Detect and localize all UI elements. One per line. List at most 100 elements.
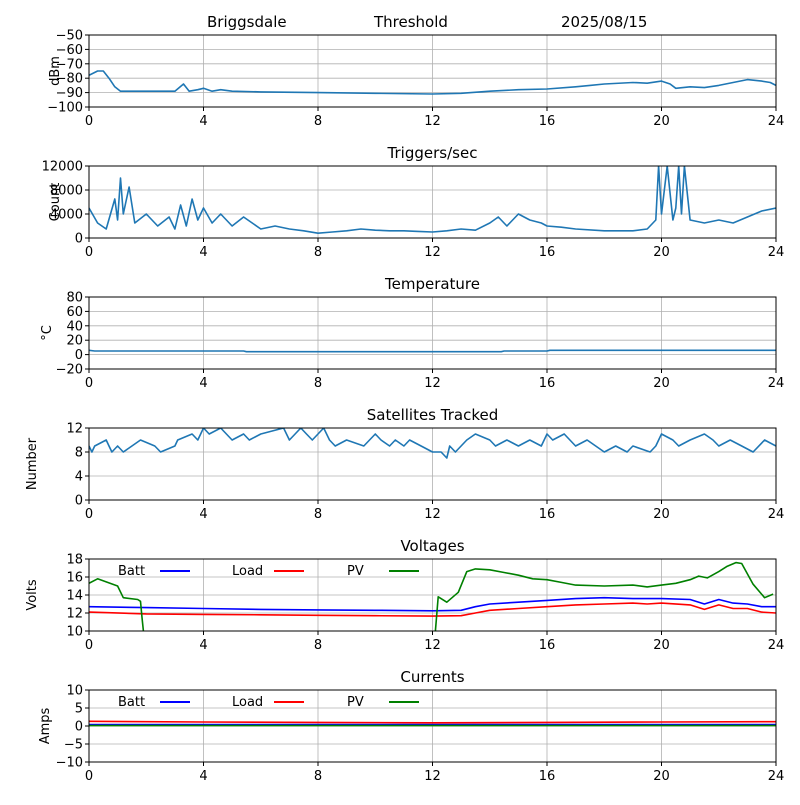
panel-1-xtick-label: 12 [424, 114, 441, 129]
panel-5-xtick-label: 24 [768, 638, 785, 653]
panel-1-xtick-label: 24 [768, 114, 785, 129]
panel-4-xtick-label: 12 [424, 507, 441, 522]
panel-1-ytick-label: −70 [56, 57, 83, 72]
panel-3-ytick-label: 0 [75, 348, 83, 363]
panel-3-title: Temperature [384, 275, 480, 293]
panel-2-ytick-label: 0 [75, 232, 83, 247]
panel-5-xtick-label: 16 [539, 638, 556, 653]
panel-6-xtick-label: 4 [199, 769, 207, 784]
panel-3-xtick-label: 16 [539, 376, 556, 391]
panel-4-xtick-label: 24 [768, 507, 785, 522]
panel-4-xtick-label: 0 [85, 507, 93, 522]
panel-3-series-line [89, 349, 776, 353]
panel-5-xtick-label: 12 [424, 638, 441, 653]
panel-2-ytick-label: 4000 [50, 208, 83, 223]
panel-5-series-load [89, 602, 776, 617]
panel-6-ytick-label: 5 [75, 702, 83, 717]
panel-5-ylabel: Volts [25, 579, 40, 611]
panel-4-ylabel: Number [25, 437, 40, 490]
panel-2-series-line [89, 166, 776, 234]
panel-1-ytick-label: −90 [56, 86, 83, 101]
panel-5-ytick-label: 10 [66, 625, 83, 640]
panel-5-legend-label: Load [232, 564, 263, 579]
panel-2-xtick-label: 0 [85, 245, 93, 260]
panel-1-xtick-label: 16 [539, 114, 556, 129]
panel-6-legend-label: PV [347, 695, 364, 710]
panel-3-xtick-label: 24 [768, 376, 785, 391]
panel-3-ylabel: °C [40, 325, 55, 341]
panel-5-ytick-label: 18 [66, 553, 83, 568]
panel-4-xtick-label: 8 [314, 507, 322, 522]
panel-1-ytick-label: −60 [56, 43, 83, 58]
panel-6-ytick-label: −10 [56, 756, 83, 771]
panel-6-legend-label: Load [232, 695, 263, 710]
panel-2-title: Triggers/sec [387, 144, 478, 162]
panel-1-ytick-label: −100 [47, 101, 83, 116]
panel-5-ytick-label: 12 [66, 607, 83, 622]
panel-3-xtick-label: 0 [85, 376, 93, 391]
panel-1-ytick-label: −50 [56, 29, 83, 44]
panel-4-title: Satellites Tracked [367, 406, 498, 424]
panel-5-xtick-label: 20 [653, 638, 670, 653]
panel-2-ylabel: Count [48, 183, 63, 222]
panel-2-xtick-label: 24 [768, 245, 785, 260]
panel-1-xtick-label: 20 [653, 114, 670, 129]
panel-1-ytick-label: −80 [56, 72, 83, 87]
panel-5-legend-label: Batt [118, 564, 145, 579]
panel-4-xtick-label: 16 [539, 507, 556, 522]
panel-4-xtick-label: 20 [653, 507, 670, 522]
panel-5-ytick-label: 16 [66, 571, 83, 586]
panel-5-title: Voltages [400, 537, 464, 555]
panel-5-xtick-label: 4 [199, 638, 207, 653]
header-station: Briggsdale [207, 13, 287, 31]
panel-5-series-pv [89, 561, 774, 631]
panel-4-ytick-label: 8 [75, 446, 83, 461]
panel-6-xtick-label: 12 [424, 769, 441, 784]
panel-5-ytick-label: 14 [66, 589, 83, 604]
panel-1-xtick-label: 0 [85, 114, 93, 129]
panel-3-xtick-label: 4 [199, 376, 207, 391]
panel-2-xtick-label: 16 [539, 245, 556, 260]
panel-3-xtick-label: 12 [424, 376, 441, 391]
panel-2-ytick-label: 8000 [50, 184, 83, 199]
panel-4-ytick-label: 0 [75, 494, 83, 509]
panel-6-title: Currents [400, 668, 464, 686]
panel-2-xtick-label: 20 [653, 245, 670, 260]
panel-2-xtick-label: 12 [424, 245, 441, 260]
panel-2-xtick-label: 4 [199, 245, 207, 260]
panel-4-series-line [89, 428, 776, 459]
panel-6-xtick-label: 20 [653, 769, 670, 784]
panel-6-ytick-label: 0 [75, 720, 83, 735]
panel-6-ytick-label: 10 [66, 684, 83, 699]
panel-3-ytick-label: 40 [66, 319, 83, 334]
panel-1-ylabel: dBm [48, 56, 63, 86]
panel-6-xtick-label: 8 [314, 769, 322, 784]
panel-6-xtick-label: 0 [85, 769, 93, 784]
panel-6-xtick-label: 16 [539, 769, 556, 784]
panel-5-series-batt [89, 596, 776, 612]
panel-4-ytick-label: 4 [75, 470, 83, 485]
panel-2-ytick-label: 12000 [42, 160, 83, 175]
panel-1-series-line [89, 70, 776, 95]
panel-6-ytick-label: −5 [64, 738, 83, 753]
panel-6-ylabel: Amps [38, 707, 53, 744]
panel-3-ytick-label: −20 [56, 363, 83, 378]
panel-4-xtick-label: 4 [199, 507, 207, 522]
panel-6-legend-label: Batt [118, 695, 145, 710]
header-subtitle: Threshold [373, 13, 448, 31]
panel-3-xtick-label: 8 [314, 376, 322, 391]
panel-3-ytick-label: 60 [66, 305, 83, 320]
panel-1-xtick-label: 8 [314, 114, 322, 129]
panel-1-xtick-label: 4 [199, 114, 207, 129]
header-date: 2025/08/15 [561, 13, 647, 31]
panel-3-xtick-label: 20 [653, 376, 670, 391]
panel-4-ytick-label: 12 [66, 422, 83, 437]
panel-2-xtick-label: 8 [314, 245, 322, 260]
panel-5-xtick-label: 8 [314, 638, 322, 653]
panel-5-legend-label: PV [347, 564, 364, 579]
panel-3-ytick-label: 80 [66, 291, 83, 306]
panel-6-series-load [89, 720, 776, 724]
panel-5-xtick-label: 0 [85, 638, 93, 653]
panel-3-ytick-label: 20 [66, 334, 83, 349]
